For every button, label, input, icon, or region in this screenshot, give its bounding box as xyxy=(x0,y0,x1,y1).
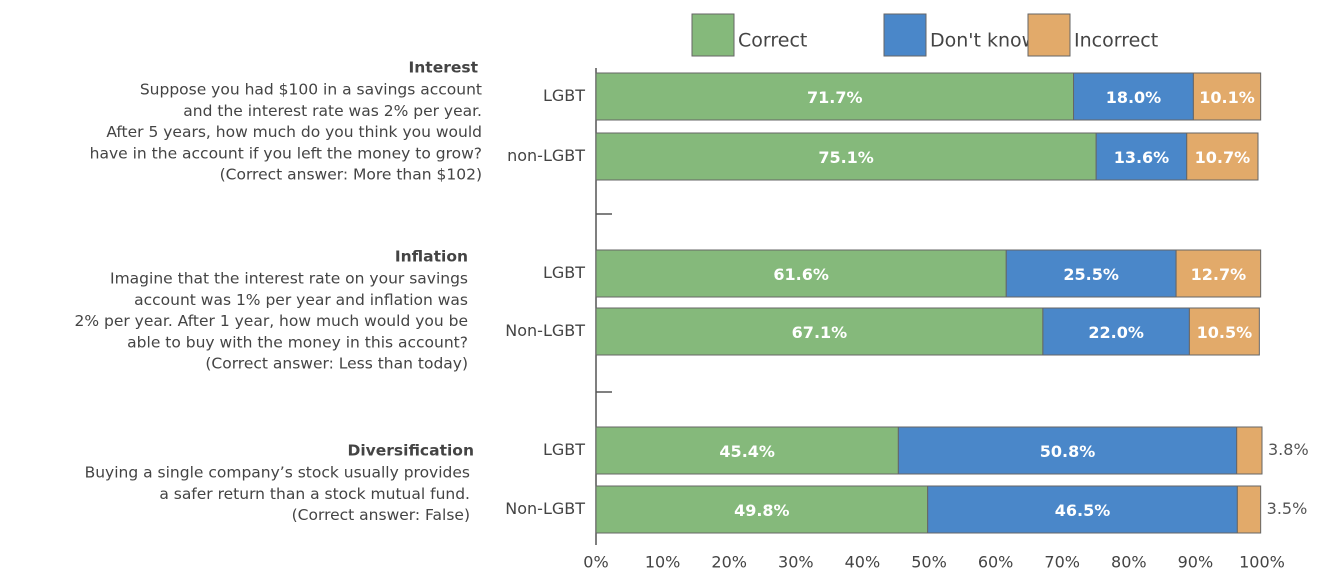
value-label: 10.5% xyxy=(1197,323,1253,342)
value-label: 61.6% xyxy=(773,265,829,284)
value-label: 75.1% xyxy=(818,148,874,167)
value-label: 46.5% xyxy=(1055,501,1111,520)
bar-segment xyxy=(1188,307,1260,356)
value-label: 22.0% xyxy=(1088,323,1144,342)
bar-segment xyxy=(595,426,899,475)
bar-segment xyxy=(927,485,1238,534)
bar-segment xyxy=(1073,72,1194,121)
bar-segment xyxy=(595,485,929,534)
x-tick-label: 40% xyxy=(845,553,881,572)
group-description: After 5 years, how much do you think you… xyxy=(106,123,482,141)
x-tick-label: 90% xyxy=(1178,553,1214,572)
value-label: 3.5% xyxy=(1267,499,1308,518)
bar-segment xyxy=(595,249,1007,298)
x-tick-label: 0% xyxy=(583,553,608,572)
category-label: non-LGBT xyxy=(507,146,585,165)
bar-segment xyxy=(1186,132,1259,181)
value-label: 10.7% xyxy=(1195,148,1251,167)
legend-label: Correct xyxy=(738,30,807,52)
x-tick-label: 20% xyxy=(711,553,747,572)
legend-swatch xyxy=(1027,13,1071,57)
value-label: 18.0% xyxy=(1106,88,1162,107)
group-title: Inflation xyxy=(395,248,468,266)
category-label: Non-LGBT xyxy=(505,321,585,340)
x-tick-label: 10% xyxy=(645,553,681,572)
value-label: 71.7% xyxy=(807,88,863,107)
x-tick-label: 100% xyxy=(1239,553,1285,572)
category-label: Non-LGBT xyxy=(505,499,585,518)
value-label: 10.1% xyxy=(1199,88,1255,107)
value-label: 49.8% xyxy=(734,501,790,520)
legend-label: Don't know xyxy=(930,30,1037,52)
bar-segment xyxy=(1236,426,1263,475)
value-label: 13.6% xyxy=(1114,148,1170,167)
category-label: LGBT xyxy=(543,86,585,105)
value-label: 25.5% xyxy=(1063,265,1119,284)
legend-swatch xyxy=(883,13,927,57)
bar-segment xyxy=(595,72,1075,121)
x-tick-label: 60% xyxy=(978,553,1014,572)
group-description: account was 1% per year and inflation wa… xyxy=(134,291,468,309)
group-description: Buying a single company’s stock usually … xyxy=(85,464,470,482)
group-description: able to buy with the money in this accou… xyxy=(127,333,468,351)
value-label: 50.8% xyxy=(1040,442,1096,461)
group-description: Imagine that the interest rate on your s… xyxy=(110,270,468,288)
category-label: LGBT xyxy=(543,263,585,282)
value-label: 45.4% xyxy=(719,442,775,461)
group-description: (Correct answer: Less than today) xyxy=(205,355,468,373)
bar-segment xyxy=(897,426,1238,475)
group-description: Suppose you had $100 in a savings accoun… xyxy=(140,81,482,99)
group-description: (Correct answer: More than $102) xyxy=(220,166,482,184)
legend-label: Incorrect xyxy=(1074,30,1158,52)
bar-segment xyxy=(1192,72,1262,121)
legend-swatch xyxy=(691,13,735,57)
x-tick-label: 70% xyxy=(1044,553,1080,572)
group-description: have in the account if you left the mone… xyxy=(90,144,482,162)
x-tick-label: 30% xyxy=(778,553,814,572)
group-description: 2% per year. After 1 year, how much woul… xyxy=(74,312,468,330)
x-tick-label: 50% xyxy=(911,553,947,572)
bar-segment xyxy=(1042,307,1190,356)
bar-segment xyxy=(595,132,1097,181)
group-description: (Correct answer: False) xyxy=(292,506,470,524)
group-title: Interest xyxy=(408,59,478,77)
bar-segment xyxy=(1175,249,1262,298)
category-label: LGBT xyxy=(543,440,585,459)
group-description: a safer return than a stock mutual fund. xyxy=(159,485,470,503)
bar-segment xyxy=(1236,485,1262,534)
group-title: Diversification xyxy=(347,442,474,460)
bar-segment xyxy=(1005,249,1177,298)
value-label: 3.8% xyxy=(1268,440,1309,459)
bar-segment xyxy=(1095,132,1188,181)
value-label: 12.7% xyxy=(1191,265,1247,284)
bar-segment xyxy=(595,307,1044,356)
x-tick-label: 80% xyxy=(1111,553,1147,572)
value-label: 67.1% xyxy=(792,323,848,342)
group-description: and the interest rate was 2% per year. xyxy=(183,102,482,120)
